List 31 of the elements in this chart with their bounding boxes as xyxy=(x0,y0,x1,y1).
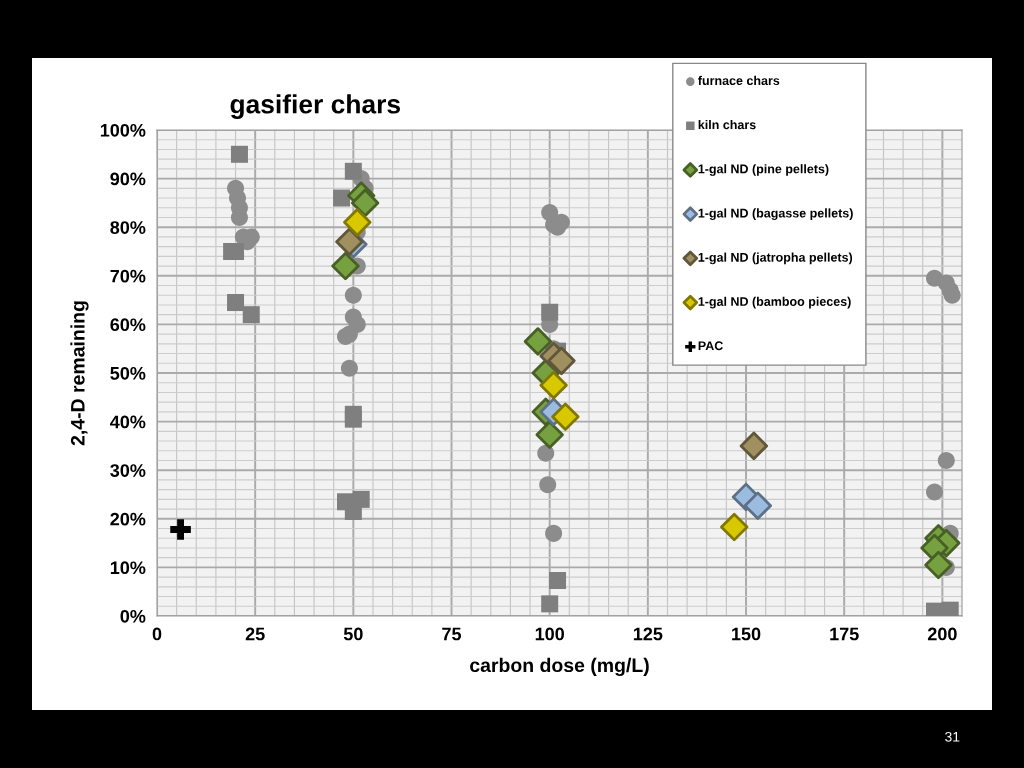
y-tick-label: 50% xyxy=(110,366,146,380)
y-tick-label: 90% xyxy=(110,172,146,186)
x-tick-label: 200 xyxy=(927,627,957,641)
legend-label: furnace chars xyxy=(698,75,780,86)
legend-label: PAC xyxy=(698,341,723,351)
legend-label: 1-gal ND (pine pellets) xyxy=(698,164,829,176)
x-tick-label: 100 xyxy=(535,627,565,641)
legend-label: 1-gal ND (bamboo pieces) xyxy=(698,296,851,309)
x-tick-label: 50 xyxy=(343,627,363,641)
legend-label: 1-gal ND (bagasse pellets) xyxy=(698,208,853,221)
x-tick-label: 175 xyxy=(830,627,859,641)
x-tick-label: 0 xyxy=(152,627,162,641)
y-tick-label: 100% xyxy=(100,123,146,137)
legend-label: kiln chars xyxy=(698,120,756,130)
y-axis-title: 2,4-D remaining xyxy=(70,301,89,446)
y-tick-label: 80% xyxy=(110,221,146,234)
x-tick-label: 75 xyxy=(442,627,462,641)
y-tick-label: 20% xyxy=(110,512,146,526)
legend-label: 1-gal ND (jatropha pellets) xyxy=(698,252,853,265)
x-tick-label: 150 xyxy=(732,627,761,641)
y-tick-label: 70% xyxy=(110,269,146,283)
x-tick-label: 25 xyxy=(245,627,265,641)
chart-title: gasifier chars xyxy=(230,94,400,119)
y-tick-label: 60% xyxy=(110,318,146,332)
y-tick-label: 0% xyxy=(120,609,146,623)
x-axis-title: carbon dose (mg/L) xyxy=(470,657,649,677)
y-tick-label: 40% xyxy=(110,415,146,429)
x-tick-label: 125 xyxy=(633,627,663,641)
y-tick-label: 10% xyxy=(110,561,146,575)
y-tick-label: 30% xyxy=(110,464,146,477)
text: 31 xyxy=(945,731,960,742)
